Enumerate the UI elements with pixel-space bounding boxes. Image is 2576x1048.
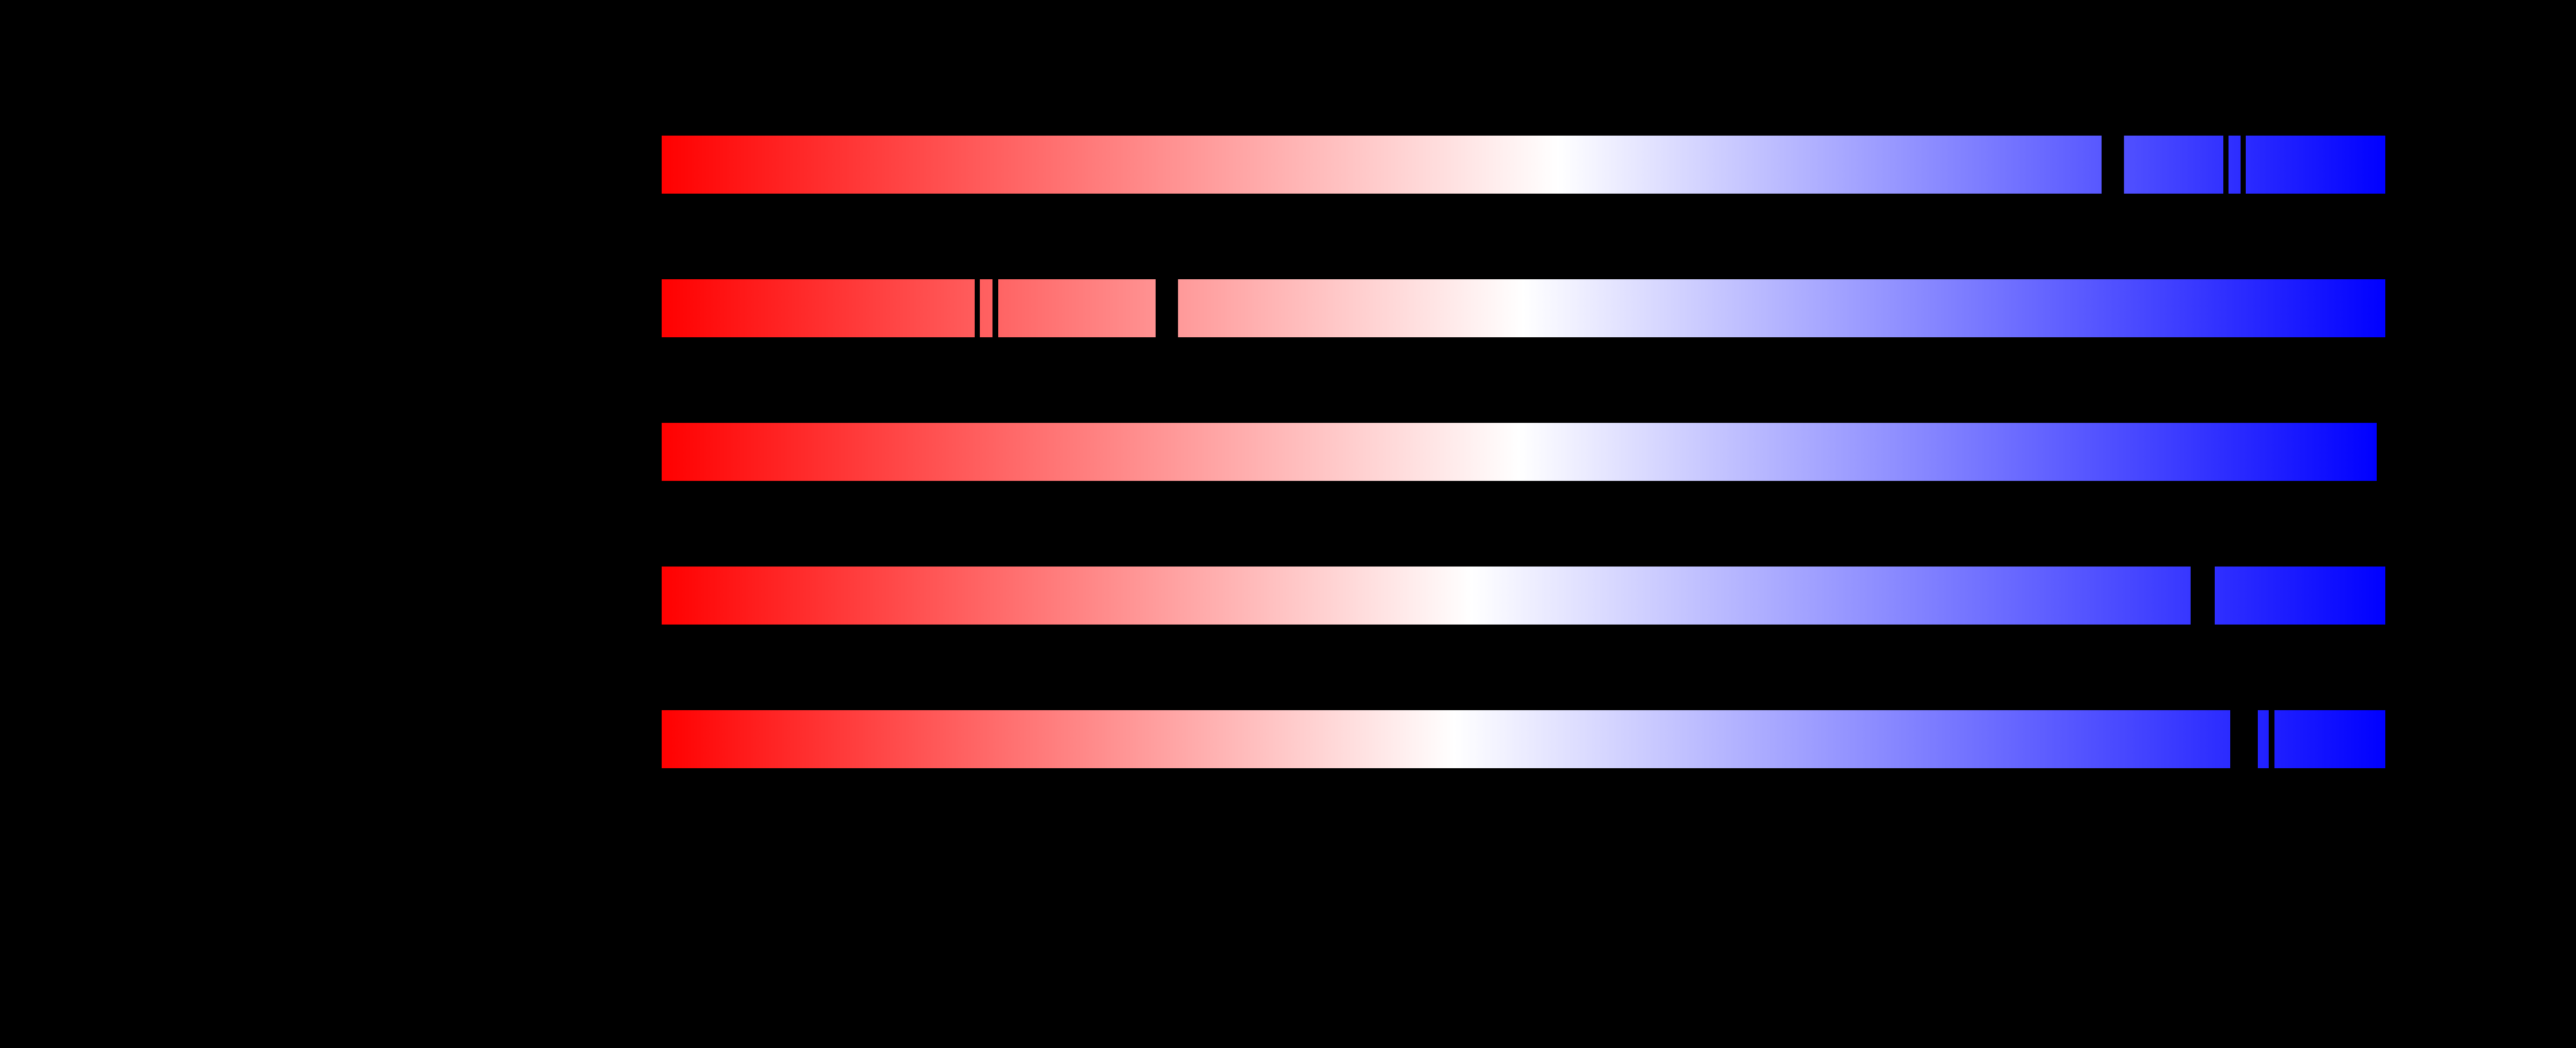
segment-gap [1156,279,1178,337]
segment-gap [2191,567,2215,625]
segment-gap [2230,710,2258,768]
segment-gap [2269,710,2274,768]
segment-gap [2241,136,2246,194]
segment-gap [992,279,998,337]
segment-gap [975,279,980,337]
gradient-bar-4 [662,567,2385,625]
gradient-bar-5 [662,710,2385,768]
gradient-bar-2 [662,279,2385,337]
segment-gap [2102,136,2124,194]
segment-gap [2223,136,2229,194]
gradient-bar-3 [662,423,2377,481]
gradient-bar-1 [662,136,2385,194]
